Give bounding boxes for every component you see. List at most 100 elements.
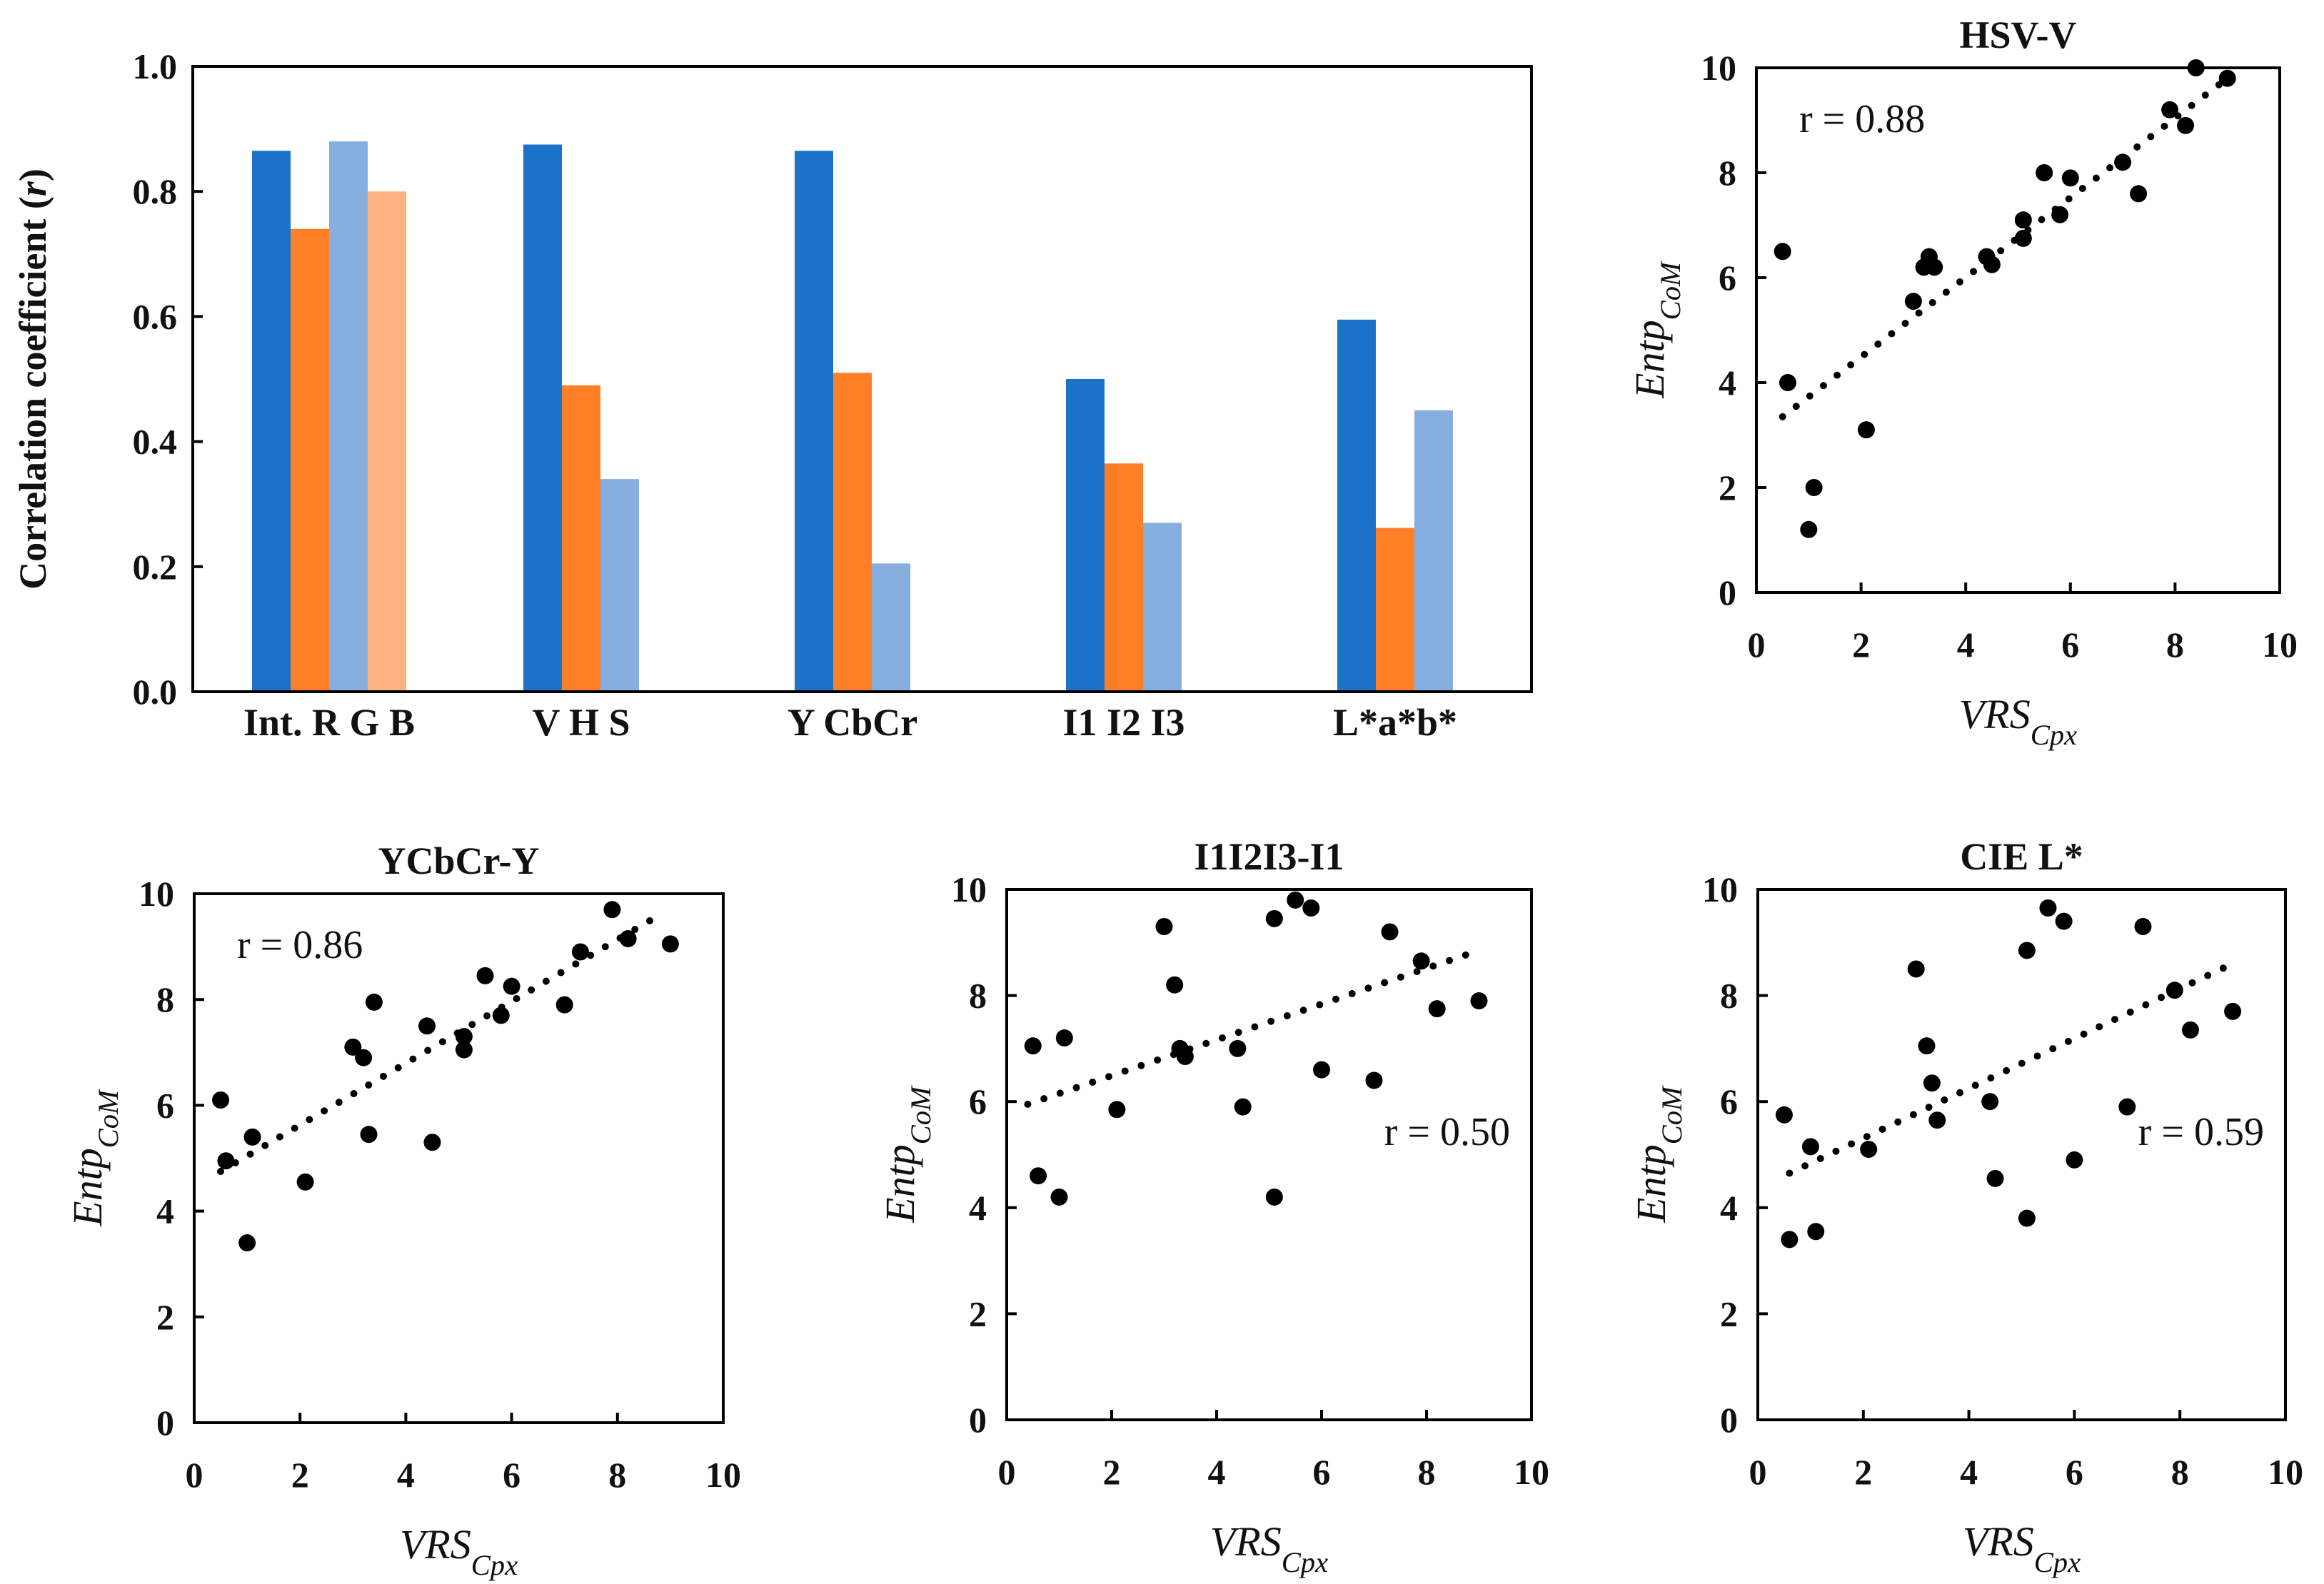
- bar: [1414, 410, 1453, 692]
- x-tick-label: 10: [705, 1455, 741, 1495]
- data-point: [1313, 1061, 1330, 1079]
- plot-frame: [193, 892, 725, 1424]
- data-point: [2039, 899, 2057, 917]
- data-point: [2187, 59, 2205, 76]
- x-tick-label: 4: [1960, 1452, 1978, 1492]
- data-point: [1904, 293, 1922, 311]
- y-tick-label: 1.0: [133, 46, 178, 86]
- data-point: [1923, 1074, 1941, 1092]
- data-point: [1166, 976, 1184, 994]
- data-point: [1108, 1101, 1126, 1119]
- data-point: [503, 977, 520, 995]
- y-tick-label: 8: [969, 976, 987, 1016]
- y-tick-label: 2: [1720, 1293, 1738, 1333]
- data-point: [360, 1126, 378, 1144]
- data-point: [1805, 479, 1823, 496]
- y-tick-label: 4: [156, 1191, 174, 1231]
- data-point: [1155, 918, 1173, 936]
- data-point: [2134, 918, 2152, 936]
- bar: [872, 563, 910, 692]
- data-point: [2014, 211, 2032, 229]
- data-point: [1287, 891, 1304, 909]
- data-point: [2218, 69, 2236, 87]
- data-point: [455, 1028, 473, 1046]
- x-tick-label: 4: [1208, 1452, 1226, 1492]
- x-tick-label: 0: [1748, 625, 1766, 665]
- y-tick-label: 2: [1719, 468, 1736, 508]
- x-tick-label: 8: [1418, 1452, 1436, 1492]
- data-point: [2018, 942, 2036, 959]
- plot-frame: [191, 65, 1533, 693]
- x-category-label: V H S: [532, 701, 630, 744]
- data-point: [1860, 1141, 1878, 1159]
- data-point: [2066, 1151, 2083, 1169]
- x-tick-label: 2: [1103, 1452, 1121, 1492]
- data-point: [1428, 1000, 1446, 1018]
- data-point: [603, 901, 621, 919]
- data-point: [1781, 1231, 1799, 1248]
- bar: [1376, 528, 1414, 692]
- data-point: [1779, 374, 1796, 391]
- bar: [795, 151, 833, 692]
- y-tick-label: 10: [1702, 869, 1738, 909]
- x-axis-title: VRSCpx: [1959, 691, 2077, 751]
- data-point: [2165, 982, 2183, 999]
- y-tick-label: 0.8: [133, 171, 178, 211]
- data-point: [1918, 1037, 1936, 1055]
- data-point: [1176, 1048, 1194, 1066]
- y-tick-label: 10: [139, 874, 174, 914]
- data-point: [1470, 992, 1488, 1010]
- y-tick-label: 0: [156, 1403, 174, 1443]
- data-point: [2018, 1209, 2036, 1227]
- trendline: [1786, 960, 2237, 1177]
- data-point: [243, 1128, 261, 1146]
- data-point: [1981, 1093, 1999, 1111]
- chart-title: HSV-V: [1959, 14, 2076, 56]
- data-point: [2036, 164, 2053, 181]
- x-tick-label: 10: [2262, 625, 2298, 665]
- bar: [833, 373, 872, 692]
- data-point: [1775, 1106, 1793, 1124]
- data-point: [476, 967, 494, 984]
- x-tick-label: 6: [2061, 625, 2079, 665]
- data-point: [423, 1134, 441, 1151]
- data-point: [1774, 243, 1791, 261]
- trendline: [1024, 947, 1483, 1108]
- data-point: [2061, 169, 2079, 187]
- plot-frame: [1755, 66, 2281, 594]
- bar: [291, 228, 329, 692]
- bar: [1143, 523, 1182, 692]
- bar: [368, 191, 406, 692]
- y-axis-title: EntpCoM: [877, 1085, 937, 1224]
- x-category-label: I1 I2 I3: [1062, 701, 1184, 744]
- data-point: [1381, 923, 1399, 941]
- x-tick-label: 8: [608, 1455, 626, 1495]
- data-point: [1050, 1188, 1068, 1206]
- bar: [1066, 379, 1105, 692]
- data-point: [1986, 1169, 2004, 1187]
- x-axis-title: VRSCpx: [400, 1521, 518, 1581]
- x-tick-label: 6: [1313, 1452, 1331, 1492]
- bar: [1105, 463, 1143, 692]
- bar: [252, 151, 291, 692]
- y-tick-label: 0: [1720, 1400, 1738, 1440]
- y-tick-label: 6: [1720, 1081, 1738, 1121]
- data-point: [1412, 952, 1430, 970]
- y-tick-label: 10: [1701, 48, 1736, 88]
- data-point: [1265, 909, 1283, 927]
- data-point: [2161, 101, 2179, 118]
- plot-frame: [1756, 888, 2287, 1421]
- bar: [523, 144, 562, 692]
- data-point: [1302, 899, 1320, 917]
- data-point: [1265, 1188, 1283, 1206]
- y-tick-label: 6: [1719, 258, 1736, 298]
- data-point: [355, 1049, 373, 1066]
- x-axis-title: VRSCpx: [1963, 1518, 2081, 1578]
- x-category-label: Y CbCr: [788, 701, 918, 744]
- y-tick-label: 4: [1719, 363, 1736, 403]
- y-tick-label: 4: [1720, 1188, 1738, 1228]
- data-point: [296, 1173, 314, 1191]
- data-point: [2118, 1098, 2136, 1116]
- data-point: [1030, 1167, 1047, 1185]
